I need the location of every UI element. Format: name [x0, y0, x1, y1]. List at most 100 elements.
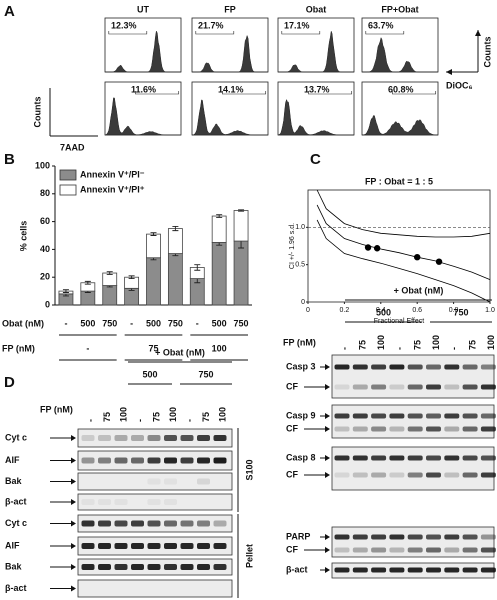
- band: [98, 520, 111, 527]
- band: [480, 364, 496, 370]
- band: [164, 478, 177, 485]
- arrow-head: [71, 520, 76, 527]
- axis-label: Counts: [482, 37, 492, 68]
- row-label: AIF: [5, 455, 20, 465]
- histogram: [105, 30, 181, 73]
- band: [371, 534, 387, 540]
- histogram: [277, 98, 354, 136]
- error-bar: [238, 209, 245, 212]
- legend-swatch: [59, 169, 77, 181]
- blot: [77, 579, 233, 598]
- y-tick-label: 20: [40, 272, 50, 282]
- lane-label: 100: [486, 335, 496, 350]
- band: [426, 455, 441, 461]
- lane-label: -: [85, 419, 95, 422]
- dose-label: 500: [142, 369, 157, 379]
- band: [371, 384, 387, 390]
- lane-label: 75: [102, 412, 112, 422]
- band: [131, 435, 144, 441]
- x-axis-label: Fractional Effect: [374, 318, 425, 325]
- band: [389, 426, 405, 432]
- band: [334, 426, 350, 432]
- band: [426, 534, 441, 540]
- lane-axis-label: FP (nM): [283, 337, 316, 347]
- band: [407, 384, 423, 390]
- data-point: [364, 244, 372, 251]
- row-label: CF: [286, 469, 298, 479]
- band: [352, 472, 368, 478]
- band: [444, 364, 460, 370]
- gate-percent: 17.1%: [284, 20, 310, 30]
- dose-label: 500: [376, 307, 391, 317]
- error-bar: [150, 232, 157, 236]
- lane-label: 100: [118, 407, 128, 422]
- fraction-label: Pellet: [244, 544, 254, 568]
- band: [197, 520, 210, 527]
- panel-label: B: [4, 151, 15, 168]
- gate-percent: 11.6%: [131, 84, 156, 94]
- band: [480, 567, 496, 573]
- lane-label: -: [135, 419, 145, 422]
- group-label: 100: [212, 343, 227, 353]
- band: [462, 384, 478, 390]
- x-tick-label: -: [196, 318, 199, 328]
- arrow-head: [71, 564, 76, 570]
- band: [480, 472, 496, 478]
- band: [334, 384, 350, 390]
- x-tick-label: -: [64, 318, 67, 328]
- band: [334, 455, 350, 461]
- dose-label: 750: [198, 369, 213, 379]
- band: [444, 455, 460, 461]
- band: [407, 426, 423, 432]
- panel-label: D: [4, 374, 15, 391]
- band: [444, 534, 460, 540]
- gate-percent: 21.7%: [198, 20, 224, 30]
- y-tick-label: 0: [301, 299, 305, 306]
- axis-label: Counts: [32, 97, 42, 128]
- band: [164, 435, 177, 441]
- gate-percent: 63.7%: [368, 20, 394, 30]
- band: [426, 426, 441, 432]
- band: [81, 543, 95, 549]
- band: [371, 413, 387, 419]
- x-tick-label: 750: [168, 318, 183, 328]
- row-label: β-act: [5, 496, 27, 506]
- band: [407, 547, 423, 553]
- band: [131, 457, 144, 464]
- lane-label: 100: [168, 407, 178, 422]
- ci-curve: [316, 189, 491, 238]
- band: [114, 435, 128, 441]
- band: [389, 567, 405, 573]
- panel-label: C: [310, 151, 321, 168]
- band: [114, 520, 128, 527]
- row-label: Casp 9: [286, 410, 316, 420]
- lane-label: 75: [358, 340, 368, 350]
- gate-percent: 12.3%: [111, 20, 137, 30]
- band: [197, 478, 210, 485]
- row-label: AIF: [5, 540, 20, 550]
- band: [389, 472, 405, 478]
- band: [389, 364, 405, 370]
- x-axis-label: Obat (nM): [2, 318, 44, 328]
- band: [98, 499, 111, 505]
- axis-label: 7AAD: [60, 142, 85, 152]
- bar: [80, 290, 96, 306]
- band: [352, 534, 368, 540]
- arrow-head: [325, 364, 330, 370]
- axis-label: DiOC₆: [446, 80, 473, 90]
- band: [371, 472, 387, 478]
- blot: [331, 404, 495, 439]
- arrow-head: [325, 472, 330, 478]
- row-label: PARP: [286, 531, 310, 541]
- band: [389, 384, 405, 390]
- lane-label: 75: [201, 412, 211, 422]
- band: [426, 413, 441, 419]
- histogram: [361, 115, 439, 136]
- band: [352, 413, 368, 419]
- arrow-head: [71, 478, 76, 485]
- band: [352, 364, 368, 370]
- group-label: -: [86, 343, 89, 353]
- band: [426, 472, 441, 478]
